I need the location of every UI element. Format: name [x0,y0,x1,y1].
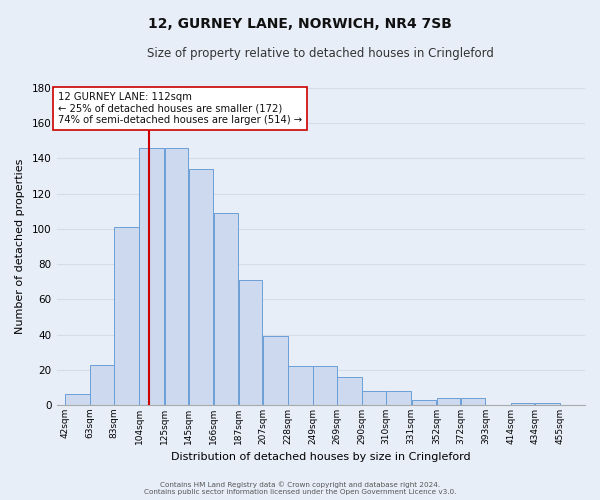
Bar [461,398,485,405]
Title: Size of property relative to detached houses in Cringleford: Size of property relative to detached ho… [148,48,494,60]
Bar [164,148,188,405]
Text: Contains public sector information licensed under the Open Government Licence v3: Contains public sector information licen… [144,489,456,495]
Bar [288,366,313,405]
Text: Contains HM Land Registry data © Crown copyright and database right 2024.: Contains HM Land Registry data © Crown c… [160,481,440,488]
Bar [263,336,287,405]
Bar [535,404,560,405]
Bar [313,366,337,405]
Text: 12, GURNEY LANE, NORWICH, NR4 7SB: 12, GURNEY LANE, NORWICH, NR4 7SB [148,18,452,32]
Text: 12 GURNEY LANE: 112sqm
← 25% of detached houses are smaller (172)
74% of semi-de: 12 GURNEY LANE: 112sqm ← 25% of detached… [58,92,302,125]
Bar [115,227,139,405]
X-axis label: Distribution of detached houses by size in Cringleford: Distribution of detached houses by size … [171,452,470,462]
Bar [65,394,90,405]
Bar [412,400,436,405]
Y-axis label: Number of detached properties: Number of detached properties [15,159,25,334]
Bar [91,364,114,405]
Bar [511,404,535,405]
Bar [337,377,362,405]
Bar [239,280,262,405]
Bar [386,391,411,405]
Bar [437,398,460,405]
Bar [362,391,386,405]
Bar [214,213,238,405]
Bar [188,169,213,405]
Bar [139,148,164,405]
